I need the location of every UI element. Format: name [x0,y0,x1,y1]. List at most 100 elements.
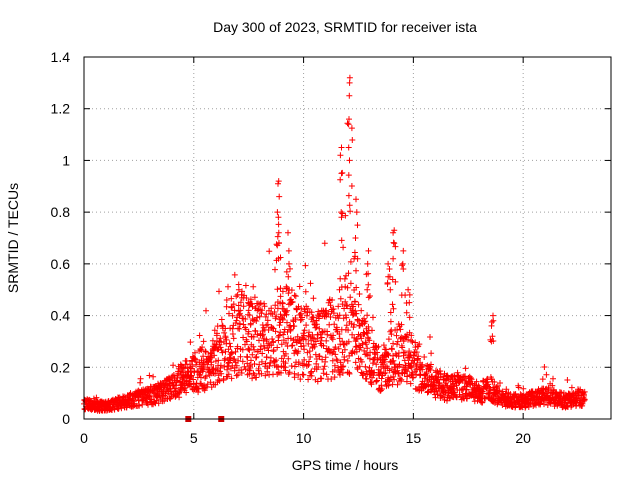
data-point [341,305,348,312]
data-point [346,116,352,123]
data-point [223,297,230,303]
data-point [321,240,328,247]
data-point [258,358,265,365]
data-point [334,357,341,364]
data-point [300,371,307,378]
data-point [212,366,219,373]
data-point [389,346,395,353]
data-point [242,366,249,373]
data-point [262,360,269,367]
data-point [233,317,240,324]
data-point [345,270,352,277]
data-point [238,367,245,373]
data-point [336,312,343,319]
data-point [390,229,397,236]
data-point [306,358,312,365]
data-point [287,326,294,333]
x-tick-label: 20 [515,430,531,446]
data-point [291,374,298,381]
data-point [278,341,285,348]
data-point [323,337,330,344]
data-point [361,347,368,354]
data-point [351,287,358,293]
data-point [497,380,503,386]
data-point [406,348,413,355]
data-point [473,378,480,385]
data-point [307,280,314,287]
data-point [329,350,336,357]
data-point [338,170,345,177]
data-point [291,292,298,299]
data-point [374,357,381,363]
data-point [267,360,274,366]
data-point [390,305,397,312]
data-point [233,362,240,369]
data-point [369,327,375,334]
data-point [150,373,157,380]
data-point [289,299,296,305]
data-point [323,371,330,378]
data-point [549,382,556,389]
data-point [283,339,289,346]
data-point [309,334,316,341]
data-point [316,325,323,332]
data-point [337,359,344,366]
data-point [342,298,349,305]
data-point [496,387,503,394]
data-point [391,227,398,234]
data-point [407,380,414,387]
data-point [275,178,282,185]
data-point [358,307,365,314]
data-point [301,327,308,334]
data-point [232,348,239,355]
y-tick-label: 0.4 [51,308,71,324]
data-point [434,391,441,398]
data-point [285,273,292,280]
data-point [286,369,293,376]
data-point [282,367,289,374]
data-point [307,354,314,360]
data-point [544,389,551,396]
data-point [284,329,291,335]
data-point [256,313,263,320]
data-point [221,363,228,370]
data-point [265,347,272,354]
data-point [394,338,401,345]
data-point [320,342,327,349]
data-point [533,402,539,409]
data-point [343,302,350,309]
data-point [217,365,224,371]
data-point [357,344,364,351]
data-point [369,360,376,367]
data-point [574,396,581,403]
data-point [322,358,329,365]
data-point [550,375,556,382]
data-point [384,351,391,358]
data-point [346,92,353,99]
data-point [365,294,372,301]
data-point [363,271,370,278]
data-point [355,301,362,308]
data-point [301,346,308,353]
data-point [409,338,416,345]
data-point [399,262,405,269]
data-point [394,381,401,388]
data-point [356,291,363,297]
data-point [277,285,284,292]
data-point [314,335,321,342]
data-point [318,334,325,341]
data-point [155,400,162,407]
data-point [295,359,302,366]
data-point [347,208,354,215]
data-point [313,321,320,328]
data-point [235,281,242,288]
data-point [228,304,235,311]
data-point [382,369,389,376]
data-point [315,315,322,322]
data-point [322,354,329,361]
data-point [173,377,180,384]
data-point [272,266,278,273]
data-point [229,312,236,319]
data-point [545,386,552,393]
